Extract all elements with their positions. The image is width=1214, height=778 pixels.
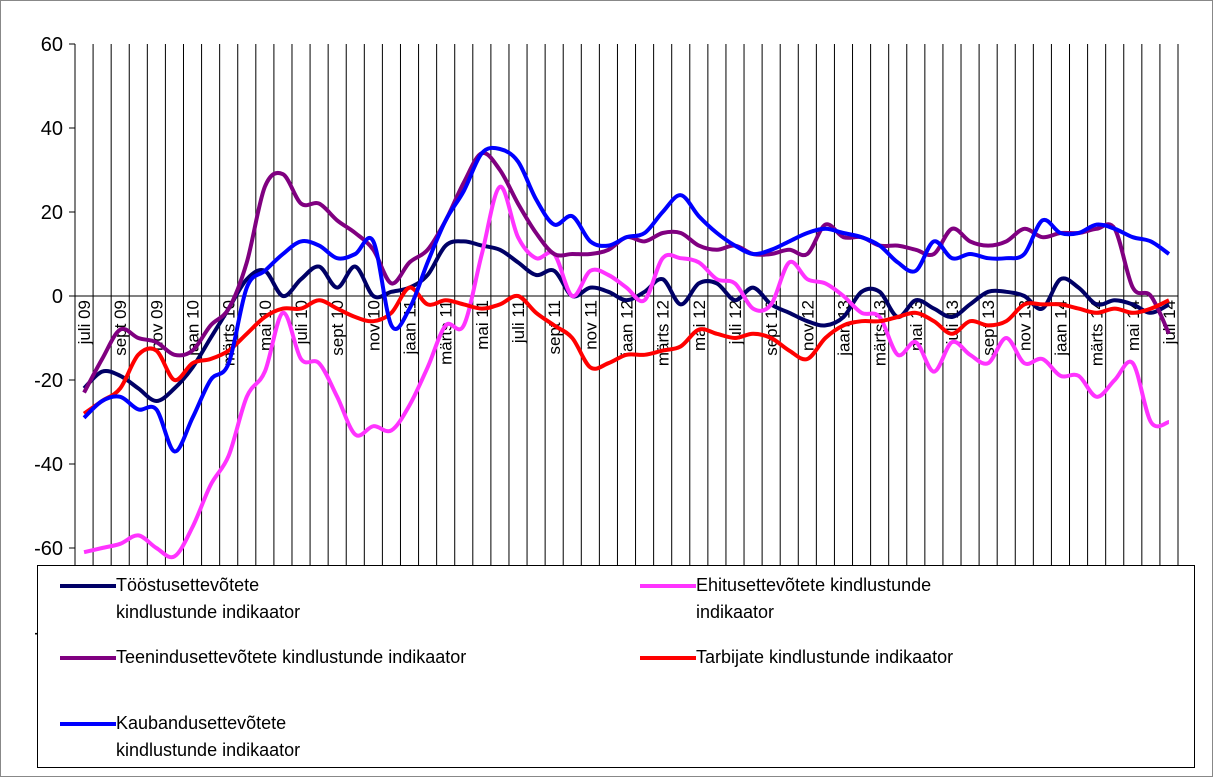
y-tick-label: 40 [41,118,63,140]
x-tick-label: juli 13 [943,300,962,345]
x-tick-label: juli 14 [1160,300,1179,345]
y-tick-label: 20 [41,202,63,224]
legend-label: Tarbijate kindlustunde indikaator [696,647,954,667]
x-tick-label: jaan 13 [834,300,853,357]
x-tick-label: jaan 14 [1051,300,1070,357]
legend-label: Ehitusettevõtete kindlustunde indikaator [696,575,932,622]
series-line [83,184,1170,560]
series-line [82,145,1171,454]
y-tick-label: -60 [34,538,63,560]
x-tick-label: sept 10 [328,300,347,356]
y-tick-label: 0 [52,286,63,308]
legend-swatch [60,584,116,588]
x-tick-label: nov 10 [364,300,383,351]
legend-swatch [640,656,696,660]
legend-item: Kaubandusettevõtete kindlustunde indikaa… [60,712,356,764]
legend-item: Tööstusettevõtete kindlustunde indikaato… [60,574,356,626]
x-tick-label: mai 12 [690,300,709,351]
legend-swatch [60,722,116,726]
y-tick-label: -20 [34,370,63,392]
x-tick-label: juli 09 [75,300,94,345]
series-line [82,285,1170,416]
y-tick-label: -40 [34,454,63,476]
x-tick-label: juli 11 [509,300,528,344]
x-tick-label: nov 13 [1015,300,1034,351]
legend-item: Teenindusettevõtete kindlustunde indikaa… [60,646,596,671]
x-tick-label: sept 13 [979,300,998,356]
legend-label: Kaubandusettevõtete kindlustunde indikaa… [116,713,301,760]
legend-item: Ehitusettevõtete kindlustunde indikaator [640,574,956,626]
x-tick-label: jaan 12 [618,300,637,357]
legend-item: Tarbijate kindlustunde indikaator [640,646,956,671]
legend-swatch [640,584,696,588]
legend-label: Teenindusettevõtete kindlustunde indikaa… [116,647,467,667]
legend: Tööstusettevõtete kindlustunde indikaato… [37,565,1195,768]
x-tick-label: märts 14 [1088,300,1107,366]
x-tick-label: märts 12 [654,300,673,366]
x-tick-label: juli 12 [726,300,745,345]
x-tick-label: juli 10 [292,300,311,345]
y-tick-label: 60 [41,34,63,56]
x-tick-label: märts 11 [437,300,456,365]
x-tick-label: mai 11 [473,300,492,350]
x-tick-label: märts 13 [871,300,890,366]
x-tick-label: nov 12 [798,300,817,351]
x-tick-label: nov 09 [147,300,166,351]
legend-swatch [60,656,116,660]
legend-label: Tööstusettevõtete kindlustunde indikaato… [116,575,301,622]
x-tick-label: nov 11 [581,300,600,350]
